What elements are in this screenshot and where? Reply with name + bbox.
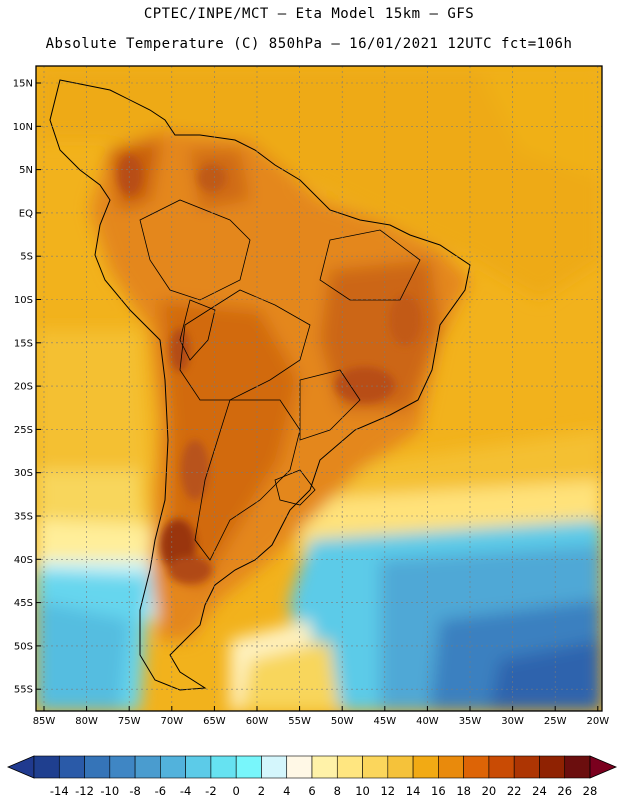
lat-label: 35S xyxy=(14,512,33,523)
colorbar-label: 0 xyxy=(233,784,240,798)
colorbar-label: 26 xyxy=(557,784,572,798)
lon-label: 70W xyxy=(160,716,183,727)
colorbar-label: 10 xyxy=(355,784,370,798)
lat-label: 40S xyxy=(14,555,33,566)
colorbar-label: -8 xyxy=(129,784,140,798)
colorbar-label: -12 xyxy=(75,784,94,798)
colorbar-label: 28 xyxy=(583,784,598,798)
colorbar-label: -14 xyxy=(50,784,69,798)
title-line-1: CPTEC/INPE/MCT – Eta Model 15km – GFS xyxy=(143,6,475,22)
longitude-axis: 85W 80W 75W 70W 65W 60W 55W 50W 45W 40W 35W 30W 25W 2… xyxy=(33,706,609,727)
lat-label: 50S xyxy=(14,641,33,652)
colorbar-label: 6 xyxy=(308,784,315,798)
lat-label: 5N xyxy=(19,165,33,176)
colorbar-label: -6 xyxy=(155,784,166,798)
lat-label: 25S xyxy=(14,425,33,436)
colorbar-label: 20 xyxy=(482,784,497,798)
lat-label: 10S xyxy=(14,295,33,306)
colorbar-swatch xyxy=(463,755,490,779)
colorbar-swatch xyxy=(286,755,313,779)
colorbar-swatch xyxy=(261,755,288,779)
colorbar-swatch xyxy=(387,755,414,779)
colorbar-swatch xyxy=(438,755,464,779)
colorbar-label: -2 xyxy=(205,784,216,798)
colorbar-swatch xyxy=(160,755,186,779)
colorbar: -14 -12 -10 -8 -6 -4 -2 0 2 4 6 8 10 12 14 16 18 20 22 24 26… xyxy=(6,755,618,798)
colorbar-swatch xyxy=(513,755,540,779)
lat-label: 55S xyxy=(14,685,33,696)
colorbar-swatch xyxy=(539,755,566,779)
colorbar-swatch xyxy=(210,755,237,779)
lon-label: 85W xyxy=(33,716,56,727)
lat-label: 20S xyxy=(14,382,33,393)
lat-label: 15N xyxy=(13,79,33,90)
lat-label: 10N xyxy=(13,122,33,133)
colorbar-swatch xyxy=(488,755,515,779)
lat-label: 30S xyxy=(14,468,33,479)
colorbar-label: 16 xyxy=(431,784,446,798)
lon-label: 25W xyxy=(544,716,567,727)
lon-label: 80W xyxy=(75,716,98,727)
colorbar-swatch xyxy=(412,755,439,779)
lon-label: 75W xyxy=(118,716,141,727)
colorbar-swatch xyxy=(134,755,161,779)
lon-label: 30W xyxy=(501,716,524,727)
lon-label: 45W xyxy=(373,716,396,727)
colorbar-label: 24 xyxy=(532,784,547,798)
colorbar-label: -4 xyxy=(180,784,191,798)
colorbar-swatch xyxy=(109,755,136,779)
colorbar-label: -10 xyxy=(100,784,119,798)
lon-label: 55W xyxy=(288,716,311,727)
colorbar-under-arrow xyxy=(6,755,35,779)
lat-label: EQ xyxy=(19,208,33,219)
colorbar-label: 4 xyxy=(283,784,290,798)
colorbar-label: 2 xyxy=(258,784,265,798)
lat-label: 45S xyxy=(14,598,33,609)
colorbar-label: 14 xyxy=(406,784,421,798)
lon-label: 50W xyxy=(331,716,354,727)
lon-label: 65W xyxy=(203,716,226,727)
colorbar-swatch xyxy=(185,755,212,779)
colorbar-swatch xyxy=(362,755,389,779)
colorbar-label: 8 xyxy=(334,784,341,798)
colorbar-swatch xyxy=(235,755,262,779)
plot-frame xyxy=(35,65,603,712)
colorbar-label: 18 xyxy=(456,784,471,798)
title-line-2: Absolute Temperature (C) 850hPa – 16/01/… xyxy=(45,36,573,52)
colorbar-swatch xyxy=(84,755,111,779)
temperature-field xyxy=(36,66,602,711)
lon-label: 35W xyxy=(459,716,482,727)
colorbar-swatch xyxy=(336,755,363,779)
colorbar-swatch xyxy=(564,755,591,779)
colorbar-label: 22 xyxy=(507,784,522,798)
graticule xyxy=(36,66,602,711)
lat-label: 15S xyxy=(14,338,33,349)
lat-label: 5S xyxy=(20,252,33,263)
colorbar-swatch xyxy=(33,755,60,779)
latitude-axis: 15N 10N 5N EQ 5S 10S 15S 20S 25S 30S 35S 40S 45S 50S 5… xyxy=(13,79,41,696)
colorbar-swatch xyxy=(311,755,338,779)
colorbar-swatch xyxy=(58,755,85,779)
colorbar-label: 12 xyxy=(380,784,395,798)
lon-label: 60W xyxy=(246,716,269,727)
lon-label: 20W xyxy=(586,716,609,727)
colorbar-over-arrow xyxy=(589,755,618,779)
lon-label: 40W xyxy=(416,716,439,727)
